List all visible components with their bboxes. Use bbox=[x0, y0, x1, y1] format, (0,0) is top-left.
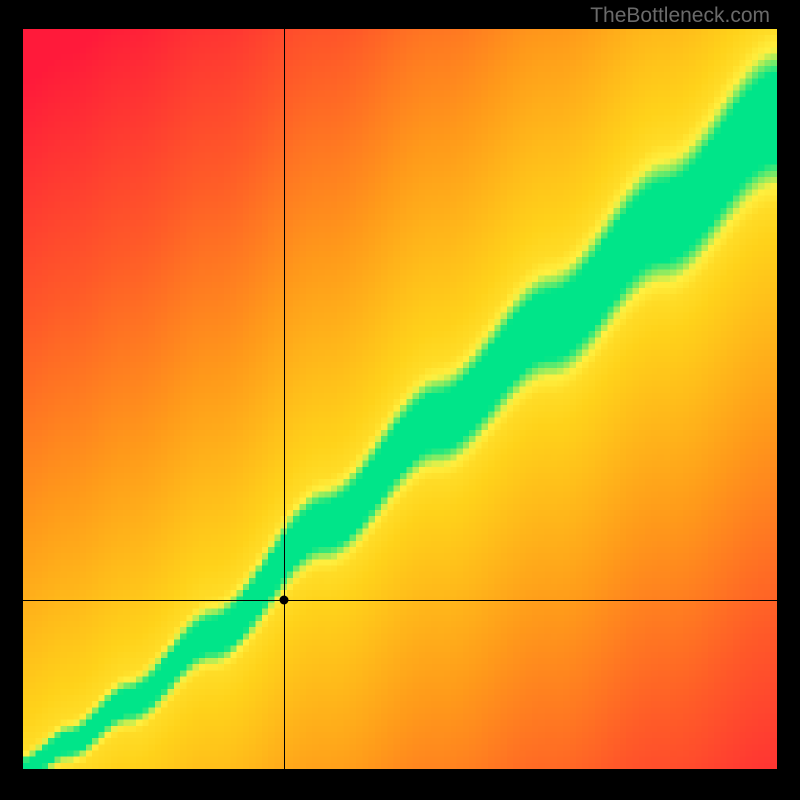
heatmap-plot bbox=[23, 29, 777, 769]
crosshair-horizontal bbox=[23, 600, 777, 601]
watermark-text: TheBottleneck.com bbox=[590, 4, 770, 28]
heatmap-canvas bbox=[23, 29, 777, 769]
crosshair-vertical bbox=[284, 29, 285, 769]
crosshair-marker-dot bbox=[279, 596, 288, 605]
